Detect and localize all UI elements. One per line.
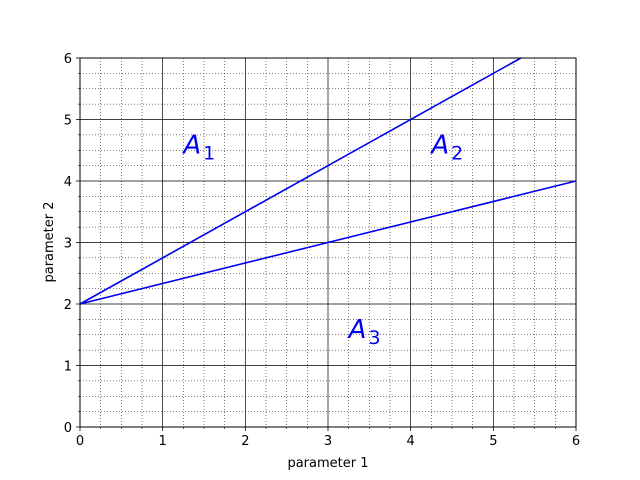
y-tick-label: 2 bbox=[64, 298, 72, 313]
y-tick-label: 6 bbox=[64, 52, 72, 67]
y-tick-label: 3 bbox=[64, 237, 72, 252]
series-layer bbox=[79, 57, 577, 305]
series-line-2 bbox=[79, 180, 577, 305]
y-tick-label: 1 bbox=[64, 360, 72, 375]
y-axis-label: parameter 2 bbox=[42, 201, 57, 282]
annotations: A 1 A 2 A 3 bbox=[181, 130, 463, 349]
tick-labels: 0 1 2 3 4 5 6 0 1 2 3 4 5 6 bbox=[64, 52, 580, 449]
x-tick-label: 5 bbox=[489, 434, 497, 449]
y-tick-label: 0 bbox=[64, 421, 72, 436]
x-tick-label: 0 bbox=[76, 434, 84, 449]
tick-marks bbox=[76, 57, 577, 431]
y-tick-label: 4 bbox=[64, 175, 72, 190]
x-tick-label: 4 bbox=[407, 434, 415, 449]
x-axis-label: parameter 1 bbox=[287, 456, 368, 471]
y-tick-label: 5 bbox=[64, 114, 72, 129]
x-tick-label: 2 bbox=[241, 434, 249, 449]
series-line-1 bbox=[79, 57, 522, 305]
x-tick-label: 3 bbox=[324, 434, 332, 449]
x-tick-label: 1 bbox=[159, 434, 167, 449]
x-tick-label: 6 bbox=[572, 434, 580, 449]
